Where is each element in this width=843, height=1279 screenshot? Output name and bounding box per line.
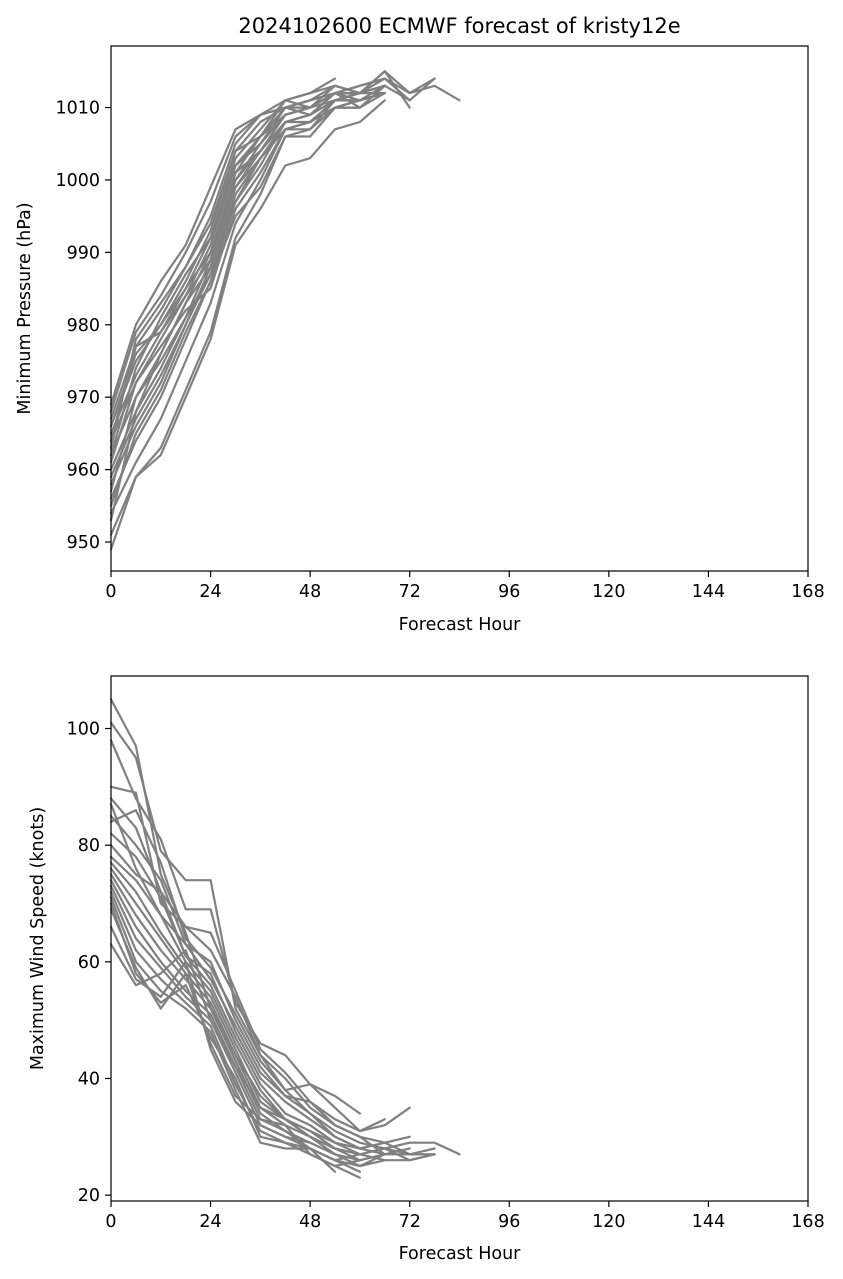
- wind-y-tick-label: 80: [78, 836, 100, 856]
- wind-y-ticks: 20 40 60 80 100: [67, 720, 111, 1206]
- wind-member-line-7: [109, 814, 436, 1156]
- pressure-member-line-22: [109, 91, 386, 522]
- pressure-y-tick-label: 1010: [55, 99, 100, 119]
- pressure-member-line-9: [109, 77, 337, 435]
- wind-x-tick-label: 96: [498, 1212, 520, 1232]
- pressure-series-group: [109, 70, 461, 551]
- wind-member-line-4: [109, 785, 386, 1133]
- pressure-member-line-20: [109, 84, 337, 457]
- pressure-x-ticks: 0 24 48 72 96 120 144 168: [105, 571, 825, 602]
- wind-y-tick-label: 20: [78, 1186, 100, 1206]
- pressure-x-tick-label: 24: [199, 582, 221, 602]
- wind-member-line-21: [109, 943, 361, 1150]
- wind-member-line-19: [109, 908, 361, 1168]
- pressure-panel: 0 24 48 72 96 120 144 168 950 960 970 980 990 1000 10…: [15, 45, 825, 635]
- pressure-x-tick-label: 144: [692, 582, 725, 602]
- wind-x-tick-label: 48: [299, 1212, 321, 1232]
- wind-x-tick-label: 144: [692, 1212, 725, 1232]
- pressure-member-line-8: [109, 84, 386, 442]
- figure-title: 2024102600 ECMWF forecast of kristy12e: [238, 14, 680, 38]
- wind-y-tick-label: 60: [78, 953, 100, 973]
- pressure-y-tick-label: 990: [67, 243, 100, 263]
- pressure-x-tick-label: 96: [498, 582, 520, 602]
- wind-x-ticks: 0 24 48 72 96 120 144 168: [105, 1201, 825, 1232]
- wind-x-axis-label: Forecast Hour: [399, 1244, 522, 1264]
- pressure-x-tick-label: 120: [592, 582, 625, 602]
- wind-x-tick-label: 72: [399, 1212, 421, 1232]
- pressure-member-line-19: [109, 91, 386, 428]
- pressure-x-tick-label: 72: [399, 582, 421, 602]
- wind-member-line-17: [109, 896, 361, 1162]
- pressure-member-line-21: [109, 91, 361, 442]
- pressure-y-tick-label: 970: [67, 388, 100, 408]
- wind-member-line-3: [109, 739, 361, 1115]
- pressure-plot-frame: [110, 45, 809, 572]
- pressure-member-line-13: [109, 84, 386, 406]
- pressure-y-tick-label: 980: [67, 316, 100, 336]
- pressure-x-tick-label: 0: [105, 582, 116, 602]
- wind-plot-frame: [110, 675, 809, 1202]
- wind-x-tick-label: 120: [592, 1212, 625, 1232]
- wind-x-tick-label: 0: [105, 1212, 116, 1232]
- wind-panel: 0 24 48 72 96 120 144 168 20 40 60 80 100 Forecast …: [28, 675, 825, 1264]
- pressure-y-axis-label: Minimum Pressure (hPa): [15, 202, 35, 414]
- pressure-member-line-18: [109, 91, 386, 507]
- wind-member-line-11: [109, 861, 436, 1162]
- pressure-x-tick-label: 168: [791, 582, 824, 602]
- wind-member-line-8: [109, 832, 436, 1156]
- pressure-y-ticks: 950 960 970 980 990 1000 1010: [55, 99, 111, 553]
- wind-x-tick-label: 168: [791, 1212, 824, 1232]
- pressure-x-tick-label: 48: [299, 582, 321, 602]
- wind-y-tick-label: 100: [67, 720, 100, 740]
- pressure-member-line-17: [109, 84, 386, 478]
- wind-member-line-22: [109, 809, 386, 1156]
- wind-member-line-15: [109, 884, 386, 1168]
- wind-x-tick-label: 24: [199, 1212, 221, 1232]
- pressure-x-axis-label: Forecast Hour: [399, 615, 522, 635]
- pressure-y-tick-label: 950: [67, 533, 100, 553]
- wind-member-line-20: [109, 925, 337, 1156]
- pressure-member-line-1: [109, 99, 386, 551]
- wind-series-group: [109, 698, 461, 1179]
- wind-y-axis-label: Maximum Wind Speed (knots): [28, 807, 48, 1070]
- wind-member-line-9: [109, 844, 436, 1162]
- pressure-y-tick-label: 960: [67, 461, 100, 481]
- pressure-y-tick-label: 1000: [55, 171, 100, 191]
- wind-y-tick-label: 40: [78, 1070, 100, 1090]
